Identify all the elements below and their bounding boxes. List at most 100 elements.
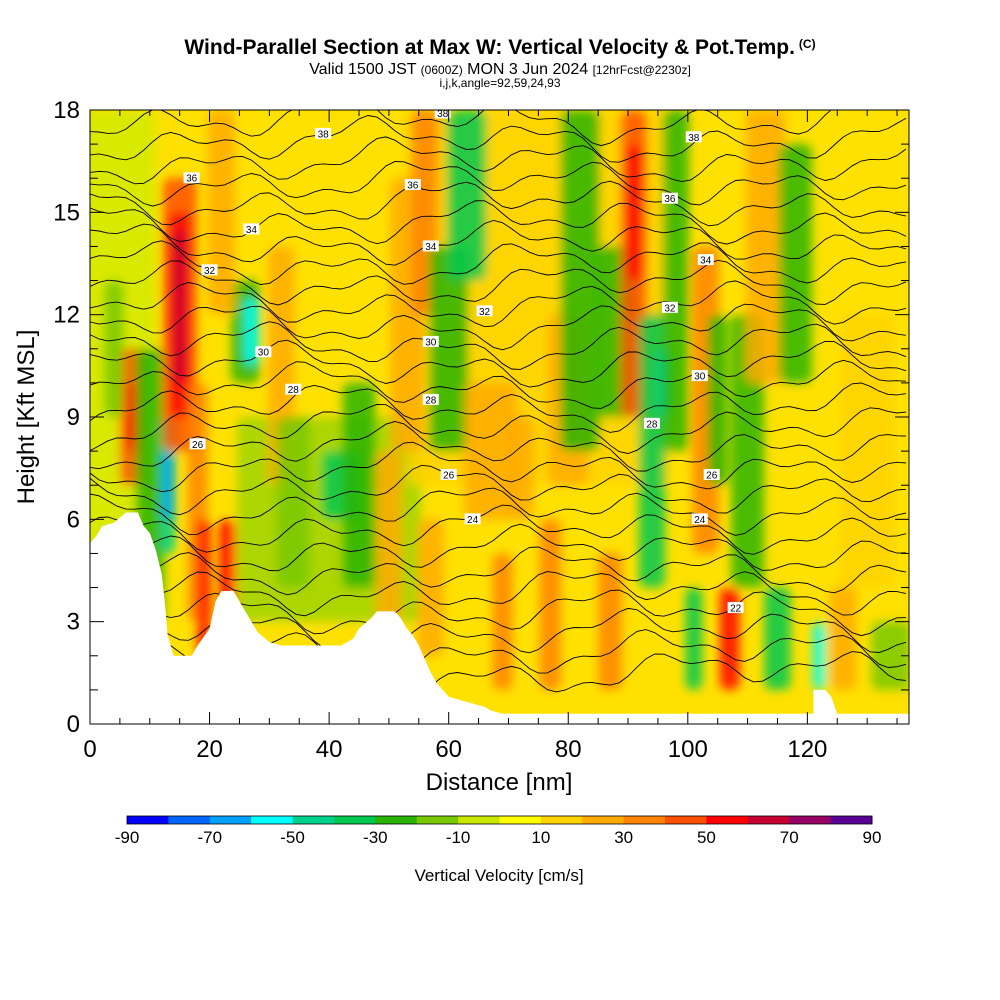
contour-label-bg (422, 335, 439, 347)
contour-label: 26 (443, 470, 455, 481)
y-tick-label: 15 (53, 199, 80, 226)
grid-indices: i,j,k,angle=92,59,24,93 (439, 76, 561, 90)
colorbar-tick-label: 70 (780, 828, 799, 847)
colorbar: -90 -70 -50 -30 -10 10 30 50 70 90 (115, 815, 881, 847)
y-tick-label: 3 (67, 609, 80, 636)
theta-isoline (90, 280, 907, 328)
contour-label: 38 (437, 109, 449, 120)
contour-label-bg (315, 127, 332, 139)
x-axis-label: Distance [nm] (426, 769, 573, 796)
theta-isoline (90, 161, 907, 207)
velocity-cell (276, 417, 310, 588)
x-tick-label: 0 (83, 736, 96, 763)
contour-label-bg (661, 192, 678, 204)
contour-label: 34 (700, 256, 712, 267)
velocity-cell (764, 587, 791, 690)
colorbar-swatch (209, 816, 252, 824)
theta-isoline (90, 339, 907, 388)
theta-isoline (90, 403, 907, 454)
colorbar-swatch (789, 816, 832, 824)
colorbar-swatch (333, 816, 376, 824)
contour-label-bg (422, 393, 439, 405)
contour-label: 32 (479, 307, 491, 318)
contour-label-bg (643, 417, 660, 429)
contour-label: 36 (407, 181, 419, 192)
contour-label: 26 (706, 470, 718, 481)
x-tick-label: 60 (435, 736, 462, 763)
velocity-cell (812, 621, 826, 690)
contour-label: 38 (318, 129, 330, 140)
theta-isoline (90, 220, 907, 266)
contour-label: 30 (425, 337, 437, 348)
velocity-cell (507, 417, 534, 520)
contour-label: 34 (246, 225, 258, 236)
velocity-cell (662, 110, 690, 452)
colorbar-swatch (540, 816, 583, 824)
contour-label: 24 (467, 515, 479, 526)
contour-label-bg (440, 468, 457, 480)
contour-label: 32 (664, 303, 676, 314)
theta-isoline (90, 421, 907, 472)
velocity-cell (446, 110, 487, 281)
x-tick-label: 20 (196, 736, 223, 763)
plot-area: 38 38 38 36 36 36 34 34 34 32 32 32 30 30 30 28 28 28 26 26… (90, 109, 909, 724)
velocity-cell (626, 144, 642, 281)
x-axis-ticks: 0 20 40 60 80 100 120 (83, 110, 898, 763)
y-tick-label: 0 (67, 711, 80, 738)
colorbar-tick-label: -90 (115, 828, 140, 847)
contour-label-bg (685, 131, 702, 143)
velocity-cell (830, 587, 857, 690)
valid-time: Valid 1500 JST (0600Z) MON 3 Jun 2024 [1… (309, 61, 691, 78)
theta-isoline (90, 180, 907, 227)
contour-label-bg (285, 383, 302, 395)
velocity-cell (173, 229, 187, 383)
contour-label-bg (697, 254, 714, 266)
velocity-cell (342, 382, 376, 588)
chart-title: Wind-Parallel Section at Max W: Vertical… (184, 36, 816, 59)
theta-isoline (90, 136, 907, 185)
theta-isoline (90, 441, 907, 493)
velocity-cell (539, 519, 561, 690)
velocity-cell (162, 451, 173, 520)
contour-label: 30 (694, 372, 706, 383)
colorbar-swatch (251, 816, 294, 824)
contour-label-bg (201, 264, 218, 276)
velocity-cell (208, 110, 235, 315)
colorbar-tick-label: -10 (446, 828, 471, 847)
contour-label: 34 (425, 242, 437, 253)
contour-label-bg (243, 223, 260, 235)
colorbar-swatch (582, 816, 625, 824)
theta-isoline (90, 382, 907, 433)
theta-isoline (90, 303, 907, 351)
theta-contour-labels: 38 38 38 36 36 36 34 34 34 32 32 32 30 30 30 28 28 28 26 26… (183, 109, 744, 615)
colorbar-swatch (416, 816, 459, 824)
colorbar-tick-label: -50 (280, 828, 305, 847)
colorbar-swatch (168, 816, 211, 824)
colorbar-swatch (127, 816, 169, 824)
theta-isoline (90, 464, 907, 516)
theta-isoline (90, 240, 907, 285)
y-tick-label: 12 (53, 302, 80, 329)
velocity-cell (464, 382, 517, 520)
y-tick-label: 18 (53, 97, 80, 124)
velocity-cell (840, 314, 894, 588)
velocity-cell (197, 519, 211, 656)
theta-isoline (90, 110, 832, 147)
contour-label-bg (183, 172, 200, 184)
contour-label-bg (422, 240, 439, 252)
contour-label-bg (691, 370, 708, 382)
velocity-cell (375, 451, 403, 622)
velocity-cell (598, 553, 622, 690)
copyright-mark: (C) (798, 37, 816, 51)
theta-isoline (90, 487, 907, 536)
contour-label-bg (703, 468, 720, 480)
contour-label: 36 (186, 174, 198, 185)
theta-isoline (90, 359, 907, 409)
colorbar-label: Vertical Velocity [cm/s] (414, 866, 583, 885)
contour-label-bg (727, 602, 744, 614)
velocity-cell (104, 280, 124, 417)
velocity-cell (125, 382, 139, 452)
contour-label: 28 (425, 395, 437, 406)
colorbar-swatch (375, 816, 418, 824)
